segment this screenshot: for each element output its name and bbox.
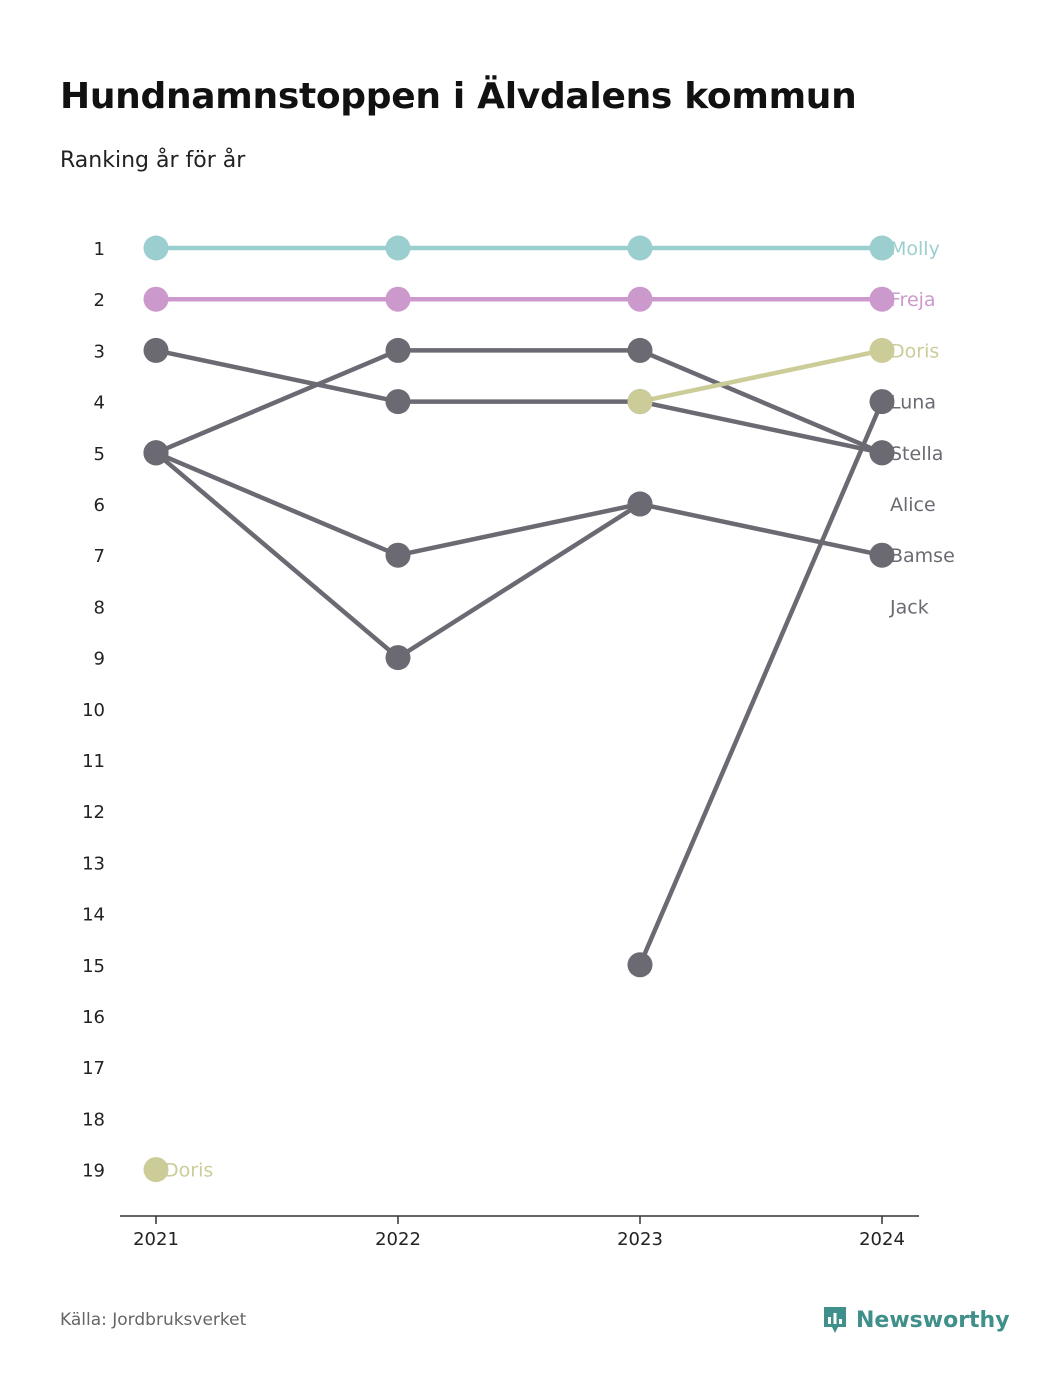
point-jack: [385, 645, 411, 671]
x-tick-label: 2021: [133, 1229, 179, 1250]
chart-subtitle: Ranking år för år: [60, 148, 246, 173]
series-label-jack: Jack: [889, 596, 929, 618]
y-tick-label: 14: [82, 905, 105, 926]
y-tick-label: 8: [94, 597, 105, 618]
point-luna: [627, 952, 653, 978]
point-jack: [627, 491, 653, 517]
y-tick-label: 5: [94, 444, 105, 465]
series-line-alice: [637, 348, 885, 456]
series-label-stella: Stella: [890, 443, 943, 465]
point-doris: [869, 337, 895, 363]
y-tick-label: 13: [82, 853, 105, 874]
series-label-doris: Doris: [890, 340, 939, 362]
series-line-bamse: [637, 501, 885, 558]
series-line-stella: [637, 399, 885, 456]
series-label-freja: Freja: [890, 289, 936, 311]
y-tick-label: 18: [82, 1109, 105, 1130]
brand-name: Newsworthy: [856, 1307, 1010, 1333]
x-tick-label: 2022: [375, 1229, 421, 1250]
point-alice: [627, 337, 653, 363]
series-label-alice: Alice: [890, 494, 936, 516]
y-tick-label: 2: [94, 290, 105, 311]
series-line-luna: [637, 399, 885, 968]
point-luna: [869, 389, 895, 415]
series-label-bamse: Bamse: [890, 545, 955, 567]
y-tick-label: 1: [94, 239, 105, 260]
point-alice: [869, 440, 895, 466]
series-label-luna: Luna: [890, 392, 936, 414]
point-molly: [143, 235, 169, 261]
series-labels: Molly Freja Doris Doris Luna Stella Alice Bamse…: [164, 238, 955, 1182]
point-freja: [627, 286, 653, 312]
point-stella: [385, 389, 411, 415]
y-tick-label: 10: [82, 700, 105, 721]
point-doris: [627, 389, 653, 415]
point-freja: [143, 286, 169, 312]
series-line-alice: [153, 348, 401, 456]
brand-logo[interactable]: Newsworthy: [822, 1305, 1010, 1335]
point-freja: [869, 286, 895, 312]
newsworthy-logo-icon: [824, 1307, 846, 1333]
y-tick-label: 16: [82, 1007, 105, 1028]
series-line-doris: [637, 348, 885, 404]
point-molly: [627, 235, 653, 261]
point-molly: [385, 235, 411, 261]
point-alice: [385, 337, 411, 363]
y-tick-label: 15: [82, 956, 105, 977]
y-tick-label: 9: [94, 649, 105, 670]
point-molly: [869, 235, 895, 261]
x-tick-label: 2024: [859, 1229, 905, 1250]
y-tick-label: 7: [94, 546, 105, 567]
series-line-bamse: [153, 450, 401, 558]
series-line-stella: [153, 348, 401, 404]
point-doris: [143, 1157, 169, 1183]
x-tick-label: 2023: [617, 1229, 663, 1250]
chart-title: Hundnamnstoppen i Älvdalens kommun: [60, 76, 857, 117]
y-tick-label: 19: [82, 1161, 105, 1182]
point-bamse: [385, 542, 411, 568]
y-tick-label: 12: [82, 802, 105, 823]
series-line-jack: [395, 501, 643, 660]
series-line-bamse: [395, 501, 643, 558]
point-jack: [143, 440, 169, 466]
point-bamse: [869, 542, 895, 568]
y-tick-label: 11: [82, 751, 105, 772]
y-tick-label: 3: [94, 341, 105, 362]
series-start-label-doris: Doris: [164, 1160, 213, 1182]
series-line-jack: [153, 450, 401, 660]
series-lines: [153, 245, 885, 968]
y-tick-label: 6: [94, 495, 105, 516]
point-stella: [143, 337, 169, 363]
series-label-molly: Molly: [890, 238, 940, 260]
y-tick-label: 4: [94, 393, 105, 414]
y-tick-label: 17: [82, 1058, 105, 1079]
series-points: [143, 235, 895, 1183]
point-freja: [385, 286, 411, 312]
source-label: Källa: Jordbruksverket: [60, 1310, 247, 1330]
